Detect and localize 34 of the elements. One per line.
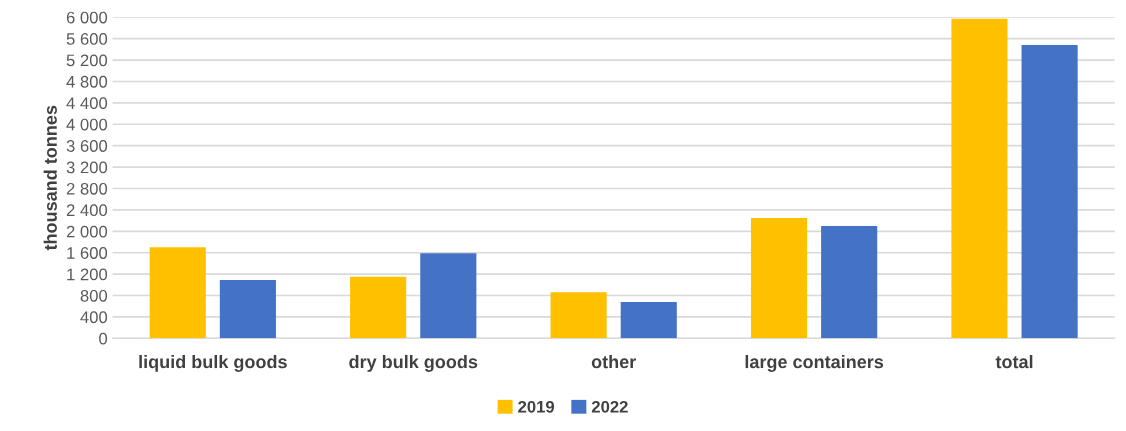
bar (951, 18, 1008, 339)
y-axis-title: thousand tonnes (43, 105, 57, 251)
y-tick-label: 3 600 (66, 140, 108, 152)
y-tick-label: 3 200 (66, 161, 108, 174)
bar (219, 280, 276, 339)
y-tick-label: 2 400 (66, 204, 108, 217)
y-tick-label: 5 600 (66, 33, 108, 45)
y-tick-label: 4 000 (66, 118, 108, 131)
y-tick-label: 400 (80, 311, 108, 324)
bar (350, 276, 407, 339)
bar (550, 292, 607, 339)
y-tick-label: 6 000 (66, 11, 108, 24)
x-tick-label: other (591, 355, 636, 369)
x-tick-label: large containers (745, 355, 884, 372)
y-tick-label: 5 200 (66, 54, 108, 67)
y-tick-label: 4 400 (66, 97, 108, 110)
bar (821, 225, 878, 339)
y-tick-label: 1 200 (67, 268, 108, 281)
bar (420, 253, 477, 339)
x-tick-label: liquid bulk goods (139, 355, 287, 372)
y-tick-label: 4 800 (66, 75, 108, 88)
y-tick-label: 2 800 (66, 182, 108, 195)
bar (620, 301, 677, 339)
bar (149, 247, 206, 339)
legend-label: 2019 (518, 400, 555, 413)
y-tick-label: 800 (80, 289, 108, 302)
legend-label: 2022 (591, 400, 628, 413)
bar (750, 217, 808, 339)
x-tick-label: total (995, 355, 1033, 369)
bar (1021, 45, 1078, 339)
y-tick-label: 0 (99, 332, 108, 345)
y-tick-label: 2 000 (66, 225, 108, 238)
x-tick-label: dry bulk goods (349, 355, 478, 372)
y-tick-label: 1 600 (67, 247, 108, 259)
